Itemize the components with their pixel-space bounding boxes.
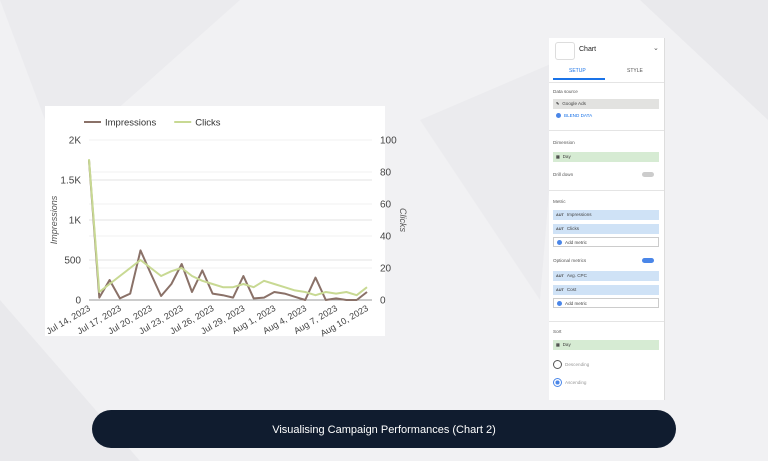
sort-option: Descending xyxy=(565,362,590,367)
tab[interactable]: STYLE xyxy=(627,68,643,74)
section-label: Optional metrics xyxy=(553,258,587,263)
section-label: Data source xyxy=(553,89,578,94)
blend-label: BLEND DATA xyxy=(564,113,593,118)
add-label: Add metric xyxy=(565,240,587,245)
sort-field[interactable]: ▦ Day xyxy=(553,340,659,350)
divider xyxy=(549,130,664,131)
radio[interactable] xyxy=(553,378,562,387)
divider xyxy=(549,82,664,83)
metric-name: Cost xyxy=(566,287,577,292)
add-label: Add metric xyxy=(565,301,587,306)
sort-option: Ascending xyxy=(565,380,587,385)
metric[interactable]: AUT Impressions xyxy=(553,210,659,220)
y2-tick-label: 60 xyxy=(380,200,392,211)
legend-label: Clicks xyxy=(195,118,221,129)
badge: AUT xyxy=(556,227,564,231)
metric-name: Impressions xyxy=(566,212,592,217)
section-label: Dimension xyxy=(553,140,575,145)
metric[interactable]: AUT Clicks xyxy=(553,224,659,234)
bg-shape xyxy=(420,60,560,300)
y2-tick-label: 80 xyxy=(380,168,392,179)
settings-panel: Chart ⌄ SETUP STYLE Data source ✎ Google … xyxy=(549,38,665,400)
metric[interactable]: AUT Avg. CPC xyxy=(553,271,659,281)
toggle[interactable] xyxy=(642,172,654,177)
tab-underline xyxy=(553,78,605,80)
section-label: Metric xyxy=(553,199,566,204)
badge: AUT xyxy=(556,213,564,217)
collapse-icon[interactable]: ⌄ xyxy=(653,45,659,52)
legend-label: Impressions xyxy=(105,118,156,129)
series-line xyxy=(88,159,368,297)
radio[interactable] xyxy=(553,360,562,369)
y2-tick-label: 20 xyxy=(380,264,392,275)
divider xyxy=(549,321,664,322)
toggle[interactable] xyxy=(642,258,654,263)
y-tick-label: 1.5K xyxy=(60,176,81,187)
panel-header: Chart xyxy=(579,46,597,53)
metric-name: Clicks xyxy=(566,226,580,231)
y-tick-label: 500 xyxy=(64,256,81,267)
section-label: Sort xyxy=(553,329,562,334)
chart-card xyxy=(45,106,385,336)
add-metric[interactable]: Add metric xyxy=(553,298,659,308)
chart-icon xyxy=(555,42,575,60)
drill-down-label: Drill down xyxy=(553,172,574,177)
y2-tick-label: 100 xyxy=(380,136,397,147)
y-tick-label: 0 xyxy=(75,296,81,307)
dimension[interactable]: ▦ Day xyxy=(553,152,659,162)
data-source[interactable]: ✎ Google Ads xyxy=(553,99,659,109)
badge: AUT xyxy=(556,288,564,292)
metric-name: Avg. CPC xyxy=(566,273,587,278)
sort-name: Day xyxy=(562,342,571,347)
divider xyxy=(549,190,664,191)
add-metric[interactable]: Add metric xyxy=(553,237,659,247)
series-line xyxy=(88,159,368,301)
metric[interactable]: AUT Cost xyxy=(553,285,659,295)
blend-data[interactable]: BLEND DATA xyxy=(553,113,593,119)
y-axis-title: Impressions xyxy=(49,195,59,244)
tab[interactable]: SETUP xyxy=(569,68,586,74)
dimension-name: Day xyxy=(562,154,571,159)
y-tick-label: 2K xyxy=(69,136,82,147)
bg-shape xyxy=(640,0,768,120)
caption-pill xyxy=(92,410,676,448)
y2-tick-label: 40 xyxy=(380,232,392,243)
y2-axis-title: Clicks xyxy=(398,208,408,232)
y2-tick-label: 0 xyxy=(380,296,386,307)
y-tick-label: 1K xyxy=(69,216,82,227)
badge: AUT xyxy=(556,274,564,278)
caption: Visualising Campaign Performances (Chart… xyxy=(272,424,496,436)
data-source-name: Google Ads xyxy=(562,101,586,106)
